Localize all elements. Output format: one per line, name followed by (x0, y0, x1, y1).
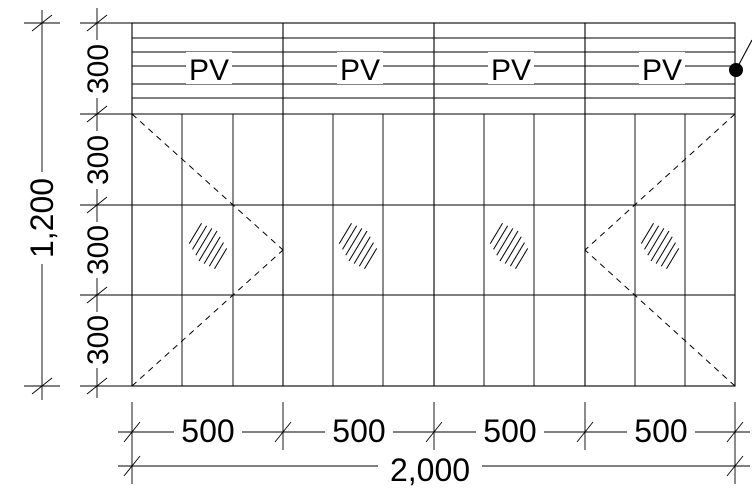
dim-column-widths: 500 500 500 500 (118, 402, 750, 450)
dim-row-height-2: 300 (82, 135, 115, 185)
dim-total-height: 1,200 (20, 10, 64, 400)
dim-row-heights: 300 300 300 300 (80, 8, 132, 398)
pv-label-2: PV (340, 54, 380, 87)
dim-total-width-label: 2,000 (390, 452, 470, 488)
pv-label-4: PV (642, 54, 682, 87)
dim-total-height-label: 1,200 (24, 178, 60, 258)
pv-band (132, 23, 735, 115)
dim-row-height-4: 300 (82, 315, 115, 365)
dim-column-width-3: 500 (483, 413, 536, 449)
pv-labels: PV PV PV PV (186, 52, 685, 87)
dim-total-width: 2,000 (118, 450, 750, 488)
opening-indicator-right (584, 113, 736, 387)
glass-hatch-4 (640, 222, 680, 270)
glass-hatch-2 (338, 222, 378, 270)
dim-row-height-1: 300 (82, 44, 115, 94)
pv-label-1: PV (189, 54, 229, 87)
glass-hatch-1 (188, 222, 228, 270)
glass-hatch-marks (188, 222, 680, 270)
glass-hatch-3 (489, 222, 529, 270)
pv-label-3: PV (491, 54, 531, 87)
dim-column-width-1: 500 (181, 413, 234, 449)
opening-indicator-left (131, 113, 284, 387)
dim-row-height-3: 300 (82, 225, 115, 275)
callout-dot (729, 63, 743, 77)
dim-column-width-4: 500 (634, 413, 687, 449)
callout-leader (729, 39, 752, 77)
glazing-grid (132, 114, 735, 386)
dim-column-width-2: 500 (332, 413, 385, 449)
